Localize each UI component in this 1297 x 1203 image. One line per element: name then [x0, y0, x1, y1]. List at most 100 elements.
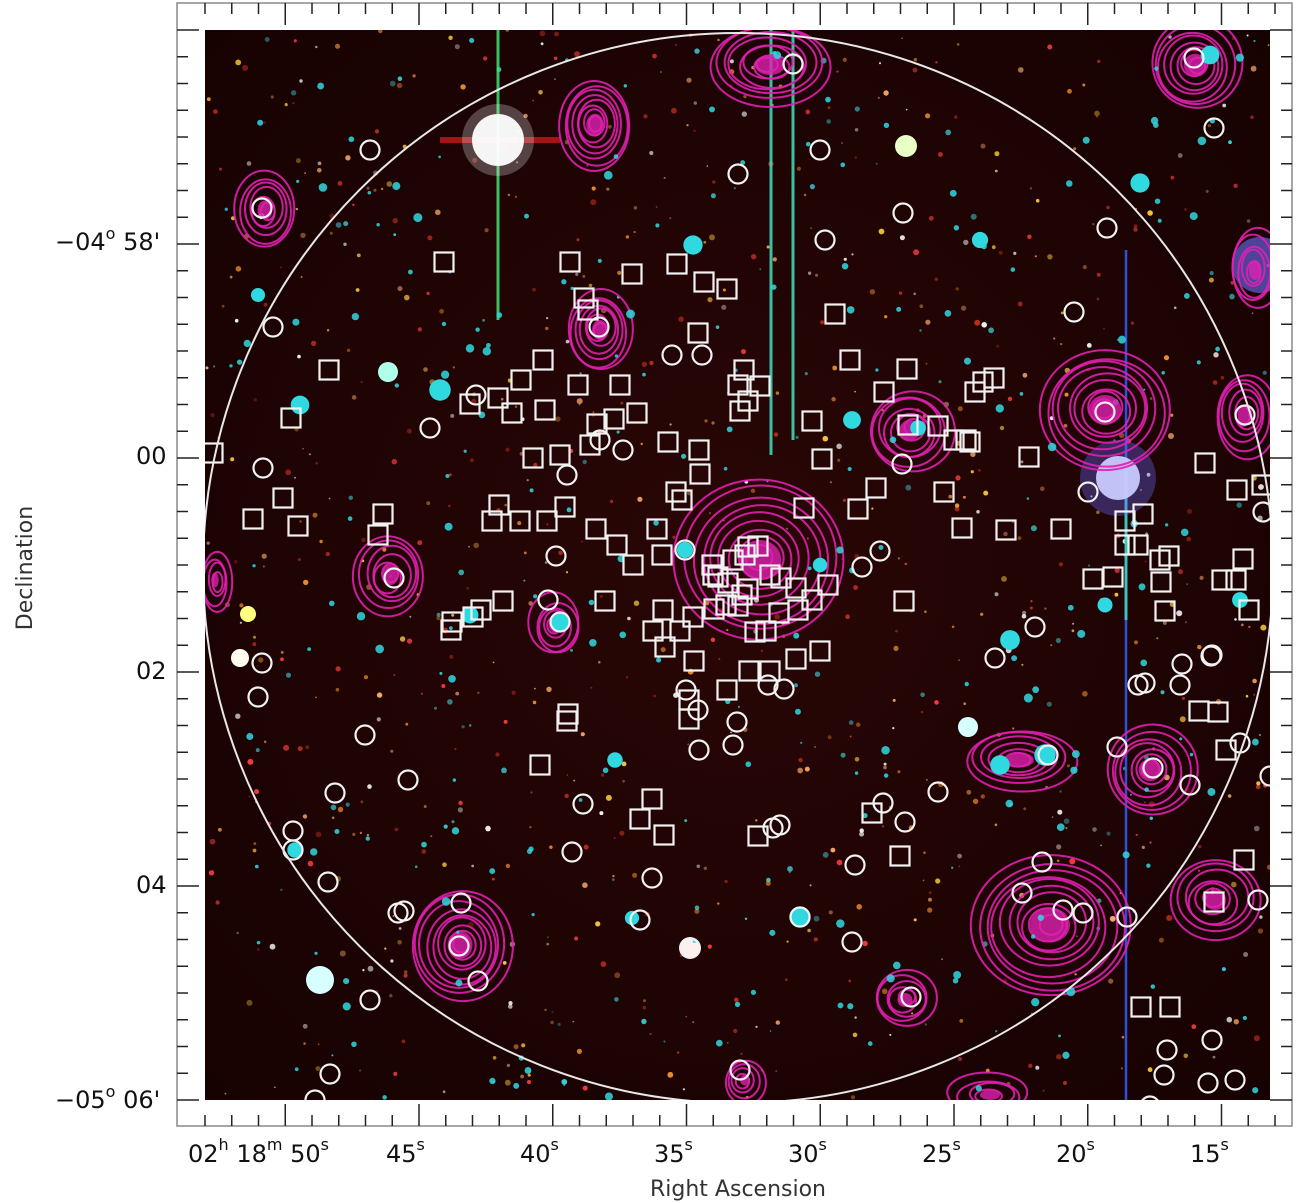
- circle-marker: [782, 53, 804, 75]
- cyan-source: [889, 436, 897, 444]
- faint-source: [346, 348, 351, 352]
- faint-source: [206, 97, 211, 102]
- contour-ring: [1220, 382, 1265, 443]
- square-marker: [573, 287, 595, 309]
- cyan-source: [1154, 198, 1161, 204]
- faint-source: [253, 398, 257, 402]
- faint-source: [854, 1016, 857, 1019]
- cyan-source: [607, 752, 623, 768]
- faint-source: [302, 447, 304, 450]
- faint-source: [1017, 536, 1022, 540]
- contour-ring: [205, 550, 234, 613]
- faint-source: [544, 1008, 547, 1012]
- faint-source: [513, 1044, 519, 1050]
- faint-source: [421, 849, 427, 854]
- faint-source: [575, 272, 579, 276]
- square-marker: [738, 660, 760, 682]
- faint-source: [394, 827, 399, 832]
- circle-marker: [354, 724, 376, 746]
- circle-marker: [869, 540, 891, 562]
- faint-source: [980, 612, 984, 616]
- cyan-source: [445, 473, 450, 479]
- faint-source: [566, 774, 569, 776]
- square-marker: [651, 544, 673, 566]
- contour-ring: [692, 496, 830, 625]
- faint-source: [642, 1005, 647, 1010]
- cyan-source: [825, 96, 831, 103]
- faint-source: [828, 910, 833, 915]
- faint-source: [363, 675, 369, 680]
- cyan-source: [451, 827, 460, 835]
- cyan-source: [1200, 45, 1220, 65]
- faint-source: [219, 167, 223, 171]
- contour-ring: [1231, 233, 1270, 302]
- faint-source: [565, 339, 570, 344]
- faint-source: [620, 401, 624, 405]
- square-marker: [959, 431, 981, 453]
- circle-marker: [1096, 217, 1118, 239]
- faint-source: [1059, 790, 1062, 793]
- circle-marker: [262, 316, 284, 338]
- cyan-source: [496, 312, 503, 318]
- circle-marker: [1052, 899, 1074, 921]
- faint-source: [775, 391, 780, 395]
- faint-source: [600, 773, 605, 777]
- faint-source: [520, 1074, 524, 1079]
- faint-source: [704, 419, 708, 423]
- faint-source: [403, 970, 408, 974]
- faint-source: [304, 172, 306, 174]
- faint-source: [523, 551, 527, 555]
- faint-source: [877, 96, 880, 99]
- contour-ring: [727, 1063, 761, 1100]
- cyan-source: [441, 897, 451, 906]
- contour-ring: [1073, 378, 1138, 438]
- faint-source: [545, 326, 549, 331]
- faint-source: [797, 767, 804, 774]
- square-marker: [1159, 996, 1181, 1018]
- faint-source: [899, 235, 905, 241]
- faint-source: [504, 503, 508, 507]
- faint-source: [897, 770, 901, 774]
- square-marker: [641, 788, 663, 810]
- faint-source: [319, 539, 323, 544]
- faint-source: [529, 826, 532, 829]
- cyan-source: [883, 122, 890, 128]
- cyan-source: [726, 426, 733, 433]
- cyan-source: [413, 213, 423, 223]
- faint-source: [551, 1010, 554, 1014]
- faint-source: [897, 557, 901, 560]
- faint-source: [1169, 885, 1172, 888]
- cyan-source: [840, 162, 846, 168]
- faint-source: [423, 805, 427, 808]
- cyan-source: [952, 977, 959, 984]
- faint-source: [1143, 388, 1146, 391]
- faint-source: [707, 944, 712, 949]
- faint-source: [1191, 1024, 1197, 1030]
- faint-source: [1178, 569, 1184, 575]
- faint-source: [448, 504, 451, 508]
- faint-source: [448, 35, 453, 40]
- circle-marker: [1252, 501, 1270, 523]
- faint-source: [671, 107, 677, 114]
- faint-source: [362, 969, 365, 972]
- faint-source: [384, 947, 387, 950]
- faint-source: [442, 862, 447, 867]
- faint-source: [957, 1056, 963, 1062]
- faint-source: [303, 579, 309, 586]
- contour-ring: [1069, 372, 1147, 444]
- cyan-source: [867, 1041, 873, 1046]
- faint-source: [329, 231, 333, 235]
- faint-source: [842, 57, 847, 62]
- square-marker: [972, 371, 994, 393]
- cyan-source: [1062, 1051, 1070, 1059]
- faint-source: [1040, 486, 1045, 492]
- faint-source: [760, 649, 764, 652]
- square-marker: [737, 536, 759, 558]
- contour-ring: [372, 561, 402, 595]
- cyan-source: [805, 141, 811, 147]
- faint-source: [913, 58, 918, 62]
- faint-source: [471, 864, 475, 868]
- faint-source: [1003, 531, 1008, 537]
- faint-source: [399, 636, 406, 642]
- faint-source: [883, 765, 887, 770]
